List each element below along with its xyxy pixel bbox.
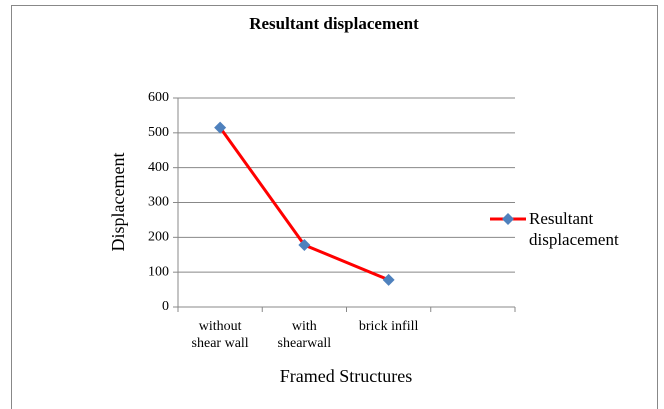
x-tick-label: with shearwall [277, 319, 332, 351]
y-tick-label: 0 [162, 299, 169, 314]
x-tick-label: without shear wall [191, 319, 249, 351]
y-tick-label: 100 [148, 264, 169, 279]
data-point [298, 238, 311, 251]
y-tick-label: 500 [148, 125, 169, 140]
chart-title: Resultant displacement [249, 14, 419, 33]
chart-frame [11, 5, 658, 409]
y-axis-label: Displacement [108, 153, 128, 252]
y-tick-label: 300 [148, 195, 169, 210]
data-point [382, 273, 395, 286]
x-tick-label: brick infill [358, 319, 419, 334]
data-point [214, 121, 227, 134]
y-tick-label: 600 [148, 90, 169, 105]
y-tick-label: 400 [148, 160, 169, 175]
y-tick-label: 200 [148, 230, 169, 245]
legend-swatch-marker [502, 213, 514, 225]
x-axis-label: Framed Structures [280, 366, 412, 386]
legend-label: Resultant displacement [529, 209, 619, 249]
